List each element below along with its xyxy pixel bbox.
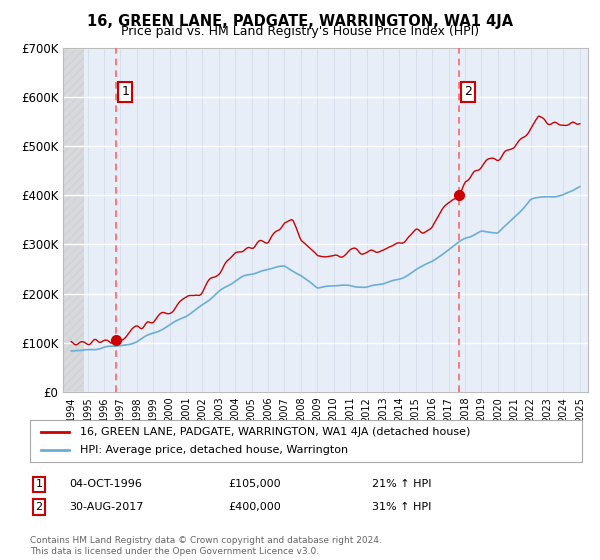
Text: £400,000: £400,000	[228, 502, 281, 512]
Text: 04-OCT-1996: 04-OCT-1996	[69, 479, 142, 489]
Text: 1: 1	[35, 479, 43, 489]
Text: £105,000: £105,000	[228, 479, 281, 489]
Text: 16, GREEN LANE, PADGATE, WARRINGTON, WA1 4JA (detached house): 16, GREEN LANE, PADGATE, WARRINGTON, WA1…	[80, 427, 470, 437]
Text: 16, GREEN LANE, PADGATE, WARRINGTON, WA1 4JA: 16, GREEN LANE, PADGATE, WARRINGTON, WA1…	[87, 14, 513, 29]
Text: Price paid vs. HM Land Registry's House Price Index (HPI): Price paid vs. HM Land Registry's House …	[121, 25, 479, 38]
Text: Contains HM Land Registry data © Crown copyright and database right 2024.
This d: Contains HM Land Registry data © Crown c…	[30, 536, 382, 556]
Bar	[63, 48, 85, 392]
Text: 2: 2	[35, 502, 43, 512]
Text: 30-AUG-2017: 30-AUG-2017	[69, 502, 143, 512]
Text: 2: 2	[464, 85, 472, 99]
Text: HPI: Average price, detached house, Warrington: HPI: Average price, detached house, Warr…	[80, 445, 348, 455]
Text: 21% ↑ HPI: 21% ↑ HPI	[372, 479, 431, 489]
Text: 1: 1	[121, 85, 129, 99]
Text: 31% ↑ HPI: 31% ↑ HPI	[372, 502, 431, 512]
